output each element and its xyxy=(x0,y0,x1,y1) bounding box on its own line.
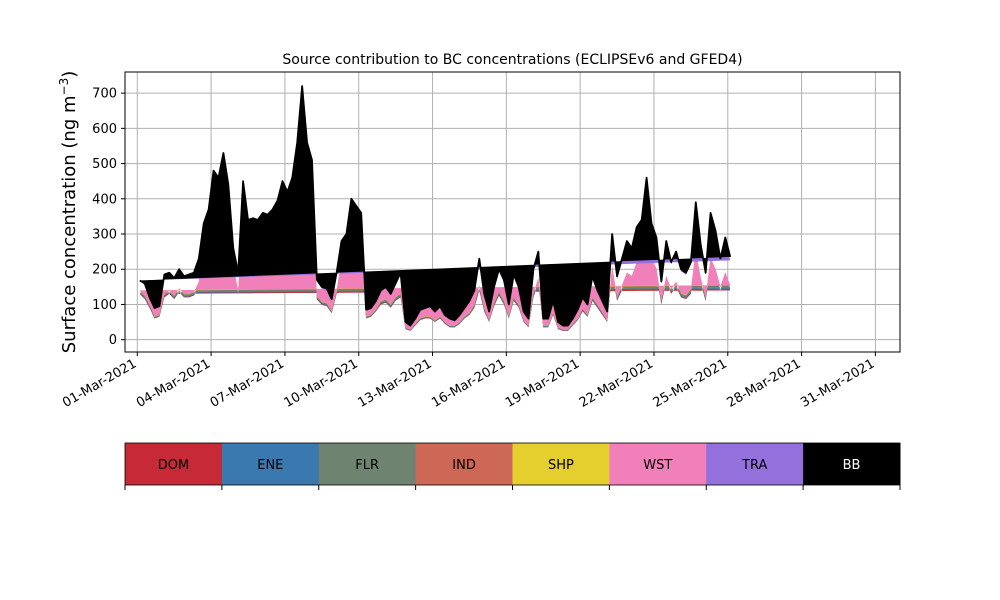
legend-label-shp: SHP xyxy=(548,458,574,473)
legend-swatch-dom xyxy=(125,443,223,485)
legend-label-wst: WST xyxy=(643,458,672,473)
y-axis-label-text: Surface concentration (ng m xyxy=(59,95,80,353)
x-tick-label: 22-Mar-2021 xyxy=(577,356,656,410)
y-axis-label-close: ) xyxy=(59,71,80,78)
plot-area: 0 100 200 300 400 500 600 700 01-Mar-202104-Mar… xyxy=(60,71,901,411)
y-tick-label: 700 xyxy=(92,87,117,102)
y-tick-label: 200 xyxy=(92,263,117,278)
chart-title: Source contribution to BC concentrations… xyxy=(282,52,742,68)
x-tick-label: 10-Mar-2021 xyxy=(282,356,361,410)
legend-swatch-flr xyxy=(318,443,417,485)
x-tick-label: 13-Mar-2021 xyxy=(355,356,434,410)
x-tick-label: 19-Mar-2021 xyxy=(503,356,582,410)
legend-swatch-ind xyxy=(415,443,513,485)
legend-label-bb: BB xyxy=(843,458,861,473)
legend-swatch-ene xyxy=(221,443,320,485)
plot-frame xyxy=(124,71,901,353)
x-tick-label: 16-Mar-2021 xyxy=(429,356,508,410)
area-wst xyxy=(139,149,731,330)
legend: DOM ENE FLR IND SHP WST TRA BB xyxy=(124,442,901,490)
area-bb xyxy=(139,86,731,326)
legend-swatch-shp xyxy=(512,443,610,485)
legend-label-flr: FLR xyxy=(355,458,379,473)
y-axis-label-exponent: −3 xyxy=(57,78,71,96)
y-axis-label: Surface concentration (ng m−3) xyxy=(57,71,80,354)
y-tick-label: 100 xyxy=(92,298,117,313)
legend-label-tra: TRA xyxy=(741,458,767,473)
stacked-areas xyxy=(139,86,731,331)
total-line-path xyxy=(139,85,732,327)
y-tick-label: 600 xyxy=(92,122,117,137)
x-axis-ticks: 01-Mar-202104-Mar-202107-Mar-202110-Mar-… xyxy=(60,352,877,411)
legend-label-dom: DOM xyxy=(158,458,189,473)
x-tick-label: 31-Mar-2021 xyxy=(798,356,877,410)
x-tick-label: 28-Mar-2021 xyxy=(724,356,803,410)
x-tick-label: 07-Mar-2021 xyxy=(208,356,287,410)
x-tick-label: 01-Mar-2021 xyxy=(60,356,139,410)
y-tick-label: 500 xyxy=(92,157,117,172)
legend-swatch-wst xyxy=(609,443,707,485)
total-line xyxy=(139,85,732,327)
legend-swatch-bb xyxy=(803,443,901,485)
x-tick-label: 25-Mar-2021 xyxy=(651,356,730,410)
y-tick-label: 400 xyxy=(92,192,117,207)
legend-swatch-tra xyxy=(706,443,804,485)
y-tick-label: 300 xyxy=(92,228,117,243)
x-tick-label: 04-Mar-2021 xyxy=(134,356,213,410)
y-axis-ticks: 0 100 200 300 400 500 600 700 xyxy=(92,87,125,348)
y-tick-label: 0 xyxy=(109,333,117,348)
legend-label-ene: ENE xyxy=(257,458,283,473)
legend-label-ind: IND xyxy=(452,458,476,473)
